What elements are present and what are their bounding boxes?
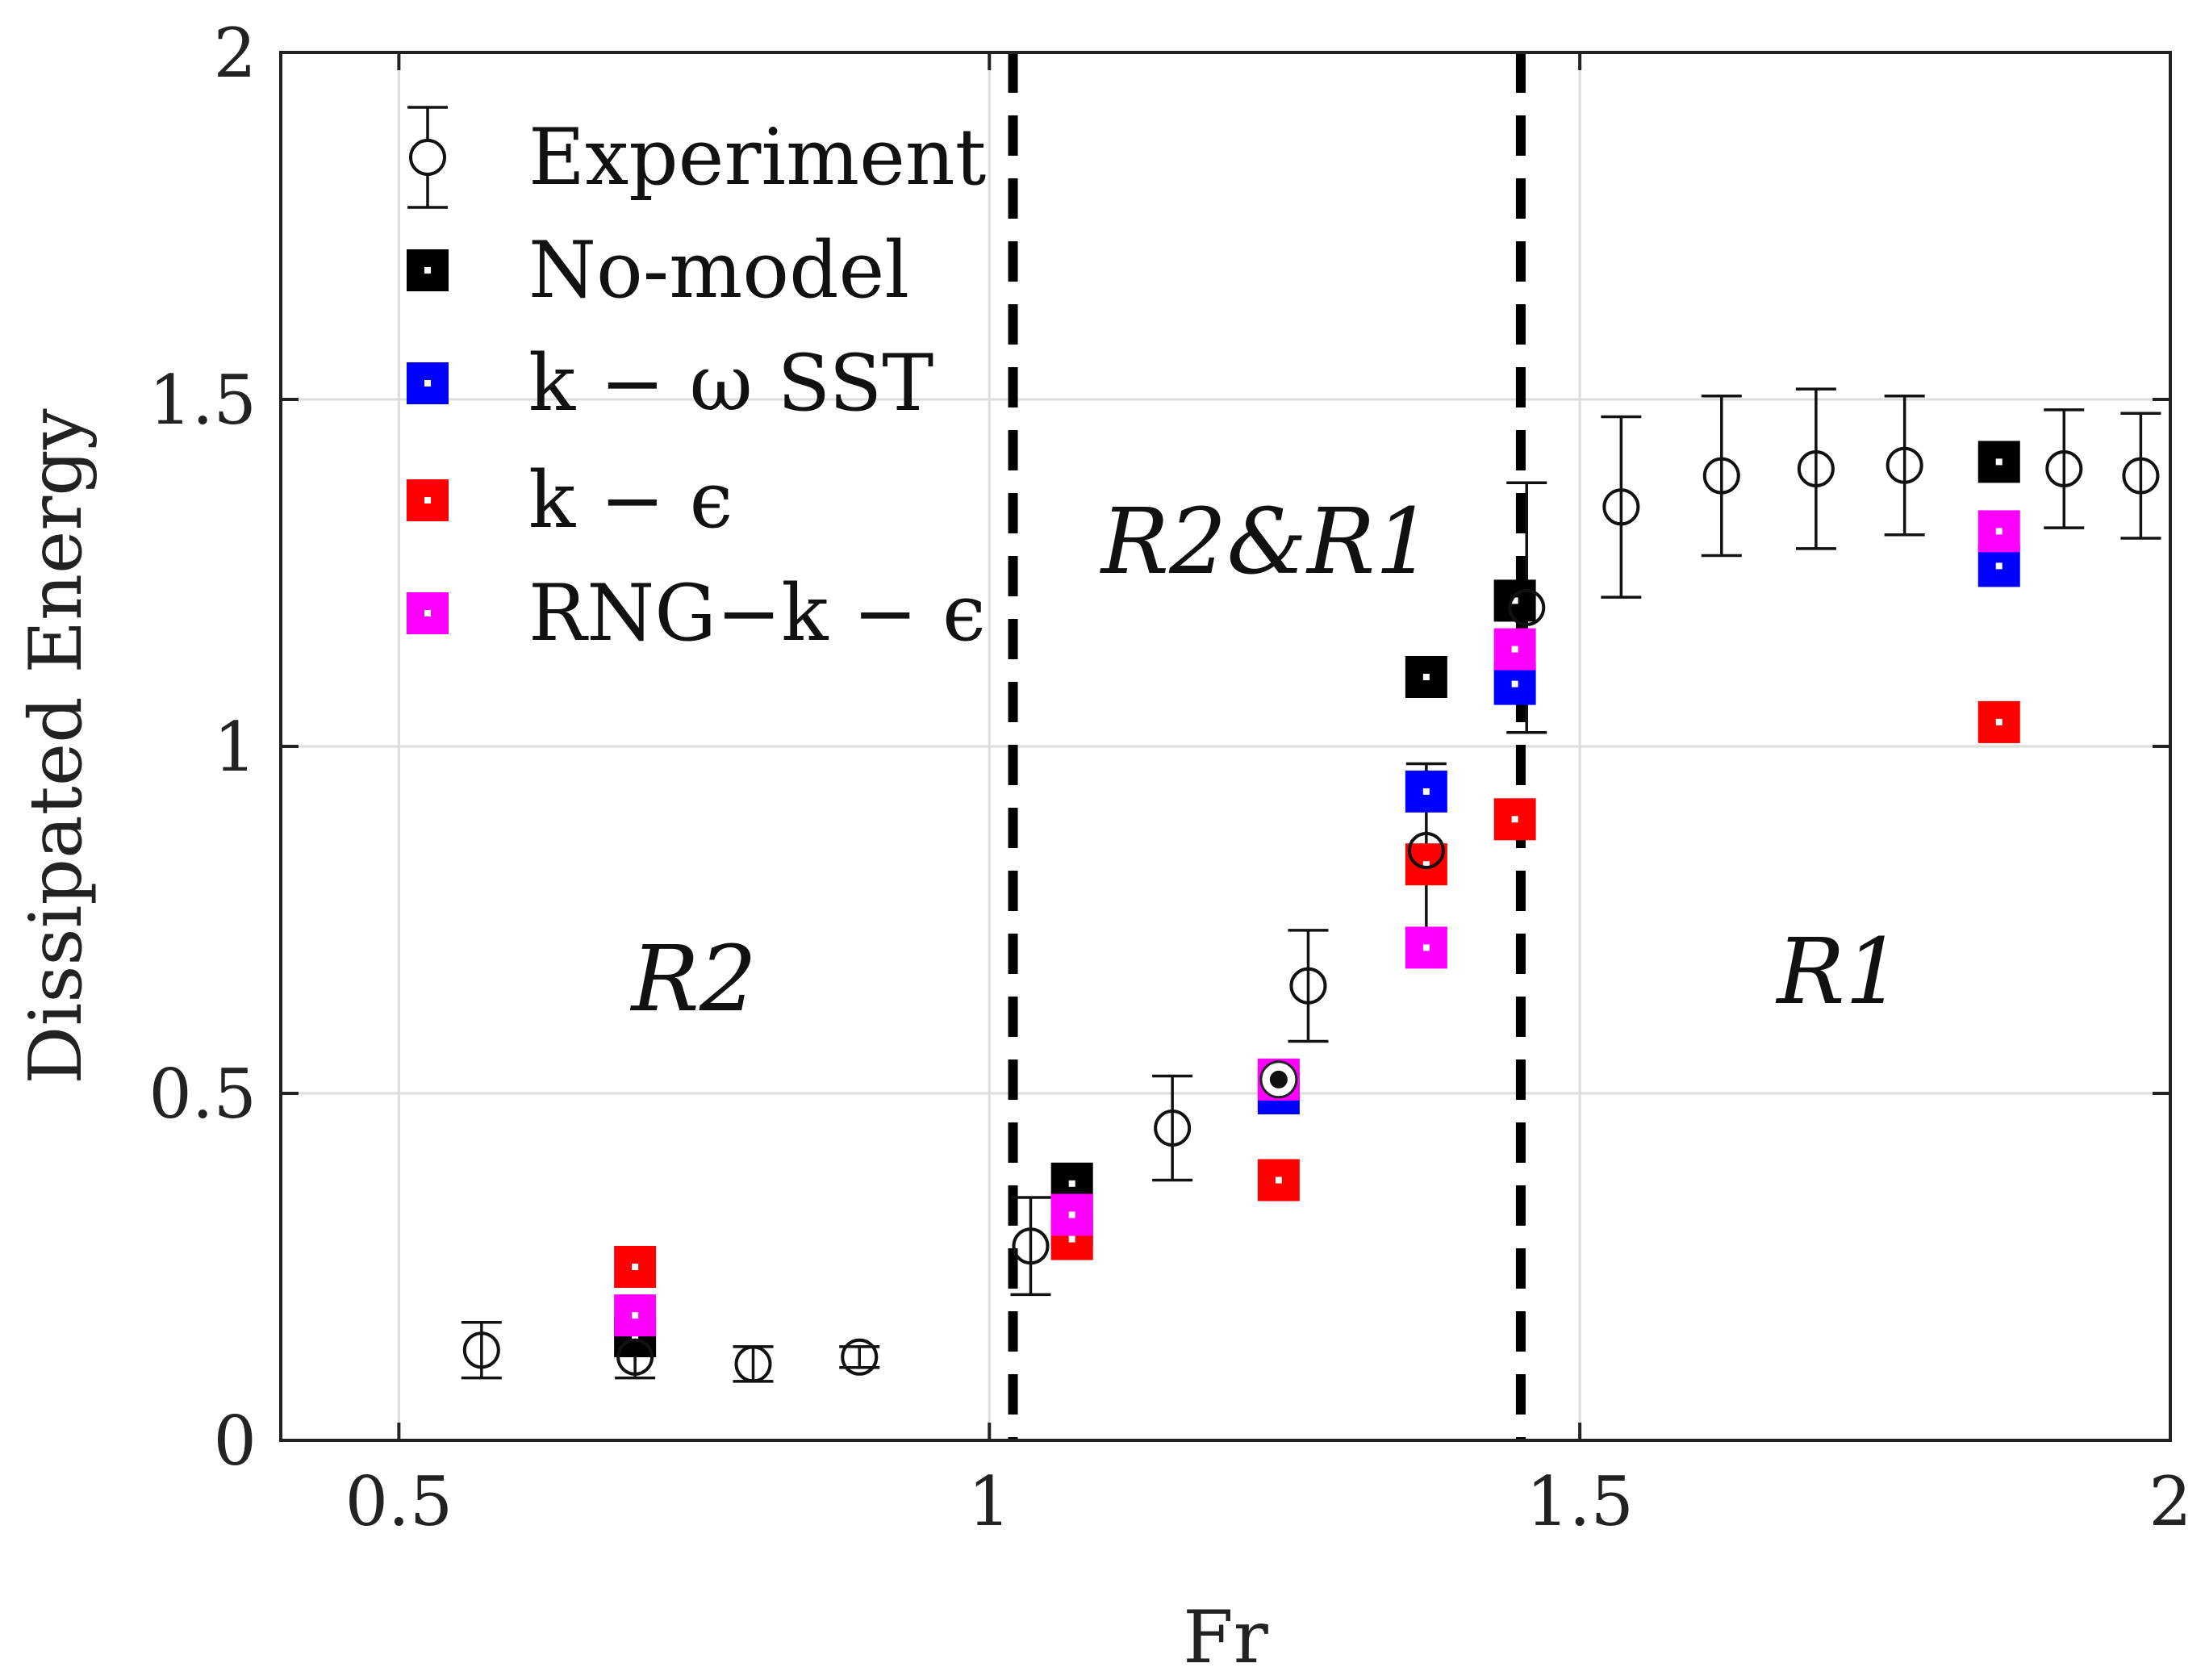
experiment-marker	[616, 1338, 654, 1376]
y-tick-label: 2	[214, 14, 257, 93]
x-tick-label: 2	[2149, 1462, 2191, 1541]
series-marker-center	[1995, 458, 2002, 466]
series-marker-center	[1422, 861, 1430, 868]
y-tick-label: 0.5	[148, 1055, 257, 1134]
regime-divider-lines	[1008, 52, 1526, 1440]
legend-label: k − ω SST	[528, 338, 933, 428]
region-label: R2&R1	[1100, 490, 1433, 595]
series-marker-center	[1511, 597, 1518, 604]
series-marker-center	[1511, 646, 1518, 653]
x-tick-label: 1	[968, 1462, 1011, 1541]
region-labels: R2 R2&R1 R1	[630, 490, 1902, 1032]
axis-ticks: 0.5 1 1.5 2 0 0.5 1 1.5 2	[148, 14, 2191, 1541]
series-marker-center	[1422, 788, 1430, 795]
experiment-marker	[2122, 457, 2160, 495]
legend: Experiment No-model k − ω SST k − ϵ RNG−k − …	[407, 106, 986, 658]
experiment-marker	[1407, 832, 1445, 869]
series-marker-center	[1995, 718, 2002, 725]
experiment-marker	[1797, 450, 1835, 487]
experiment-marker	[841, 1338, 879, 1376]
x-tick-label: 1.5	[1526, 1462, 1634, 1541]
experiment-marker	[734, 1345, 772, 1383]
legend-square-center	[424, 267, 431, 274]
series-marker-center	[1275, 1176, 1282, 1184]
legend-label: RNG−k − ϵ	[528, 568, 986, 658]
experiment-marker	[1702, 457, 1740, 495]
experiment-marker	[1012, 1227, 1050, 1265]
legend-square-center	[424, 497, 431, 504]
series-marker-center	[632, 1264, 639, 1270]
y-tick-label: 1	[214, 708, 257, 787]
series-marker-center	[1995, 562, 2002, 570]
region-label: R1	[1775, 920, 1902, 1025]
series-marker-center	[1068, 1180, 1075, 1187]
legend-label: Experiment	[528, 112, 986, 203]
highlight-marker-dot	[1269, 1070, 1288, 1089]
series-marker-center	[1422, 944, 1430, 951]
region-label: R2	[630, 927, 758, 1032]
series-marker-center	[1068, 1235, 1075, 1243]
x-axis-title: Fr	[1183, 1595, 1268, 1680]
y-tick-label: 0	[214, 1402, 257, 1481]
experiment-markers	[462, 446, 2160, 1383]
legend-label: k − ϵ	[528, 455, 733, 545]
experiment-marker	[1154, 1110, 1192, 1147]
experiment-marker	[462, 1331, 500, 1369]
experiment-marker	[1508, 589, 1546, 626]
series-marker-center	[1068, 1211, 1075, 1218]
x-tick-label: 0.5	[345, 1462, 453, 1541]
experiment-marker	[1289, 967, 1327, 1005]
y-tick-label: 1.5	[148, 361, 257, 440]
series-markers	[614, 441, 2020, 1357]
series-marker-center	[1995, 528, 2002, 535]
y-axis-title: Dissipated Energy	[14, 408, 98, 1084]
experiment-marker	[2045, 450, 2083, 487]
legend-square-center	[424, 610, 431, 616]
experiment-marker	[1886, 446, 1923, 484]
legend-circle-icon	[409, 139, 446, 176]
series-marker-center	[1511, 816, 1518, 823]
series-marker-center	[1511, 680, 1518, 687]
series-marker-center	[632, 1312, 639, 1319]
legend-square-center	[424, 380, 431, 387]
legend-label: No-model	[528, 225, 909, 316]
series-marker-center	[1422, 674, 1430, 680]
experiment-marker	[1602, 488, 1640, 526]
